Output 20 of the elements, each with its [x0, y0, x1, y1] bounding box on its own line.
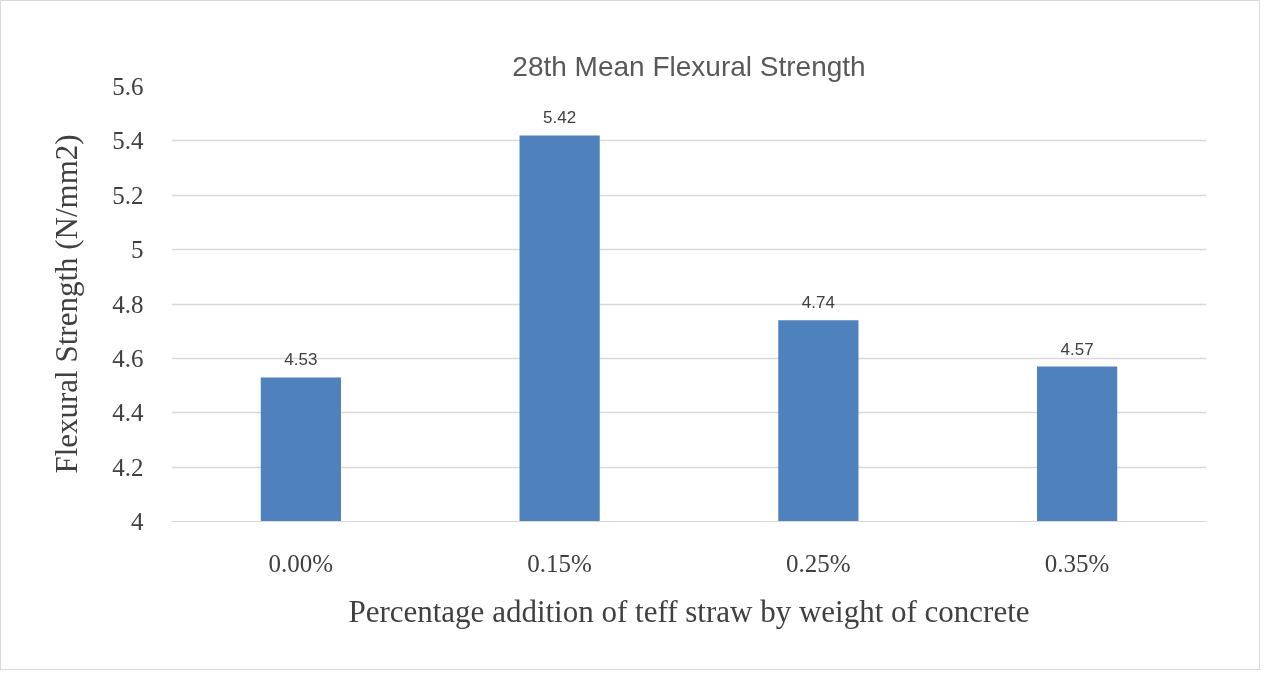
- x-tick-label: 0.00%: [268, 549, 334, 577]
- y-tick-label: 4.8: [112, 290, 144, 318]
- x-tick-label: 0.25%: [786, 549, 851, 577]
- x-axis-title: Percentage addition of teff straw by weight of concrete: [348, 593, 1030, 629]
- x-tick-label: 0.15%: [527, 549, 592, 577]
- data-label: 4.57: [1060, 339, 1094, 359]
- y-tick-label: 5.6: [112, 73, 144, 100]
- data-label: 4.74: [801, 293, 835, 313]
- y-tick-label: 5.2: [112, 181, 144, 209]
- x-tick-label: 0.35%: [1044, 549, 1110, 577]
- y-axis-title: Flexural Strength (N/mm2): [49, 134, 85, 474]
- y-tick-label: 5.4: [112, 127, 144, 155]
- y-tick-label: 4.6: [112, 344, 144, 372]
- y-tick-label: 4: [131, 508, 144, 535]
- y-tick-label: 5: [131, 236, 144, 264]
- y-tick-label: 4.4: [112, 399, 144, 427]
- y-tick-label: 4.2: [112, 453, 144, 481]
- data-label: 4.53: [284, 350, 318, 370]
- chart-title: 28th Mean Flexural Strength: [512, 50, 866, 82]
- data-label: 5.42: [543, 108, 577, 128]
